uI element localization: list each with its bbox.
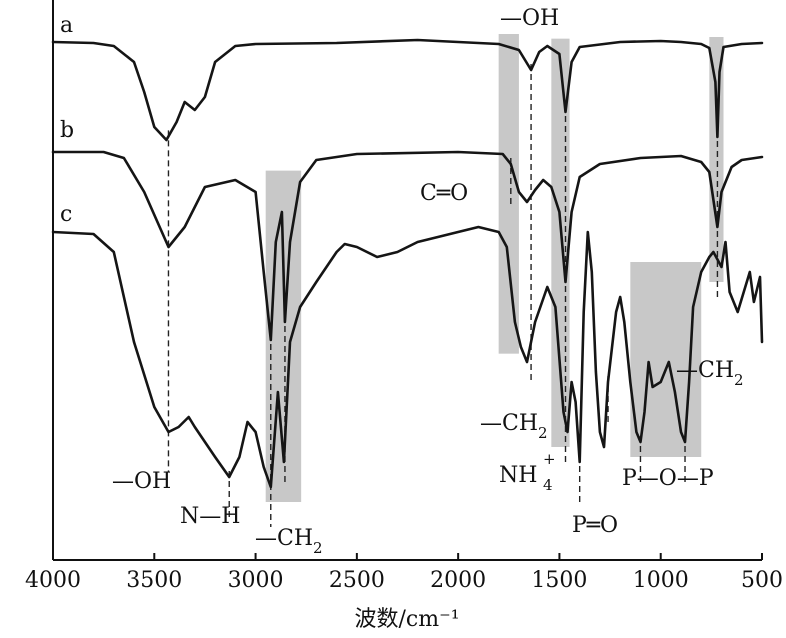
annotation-pop: P—O—P [622,466,714,491]
annotation-ch2-mid-main: —CH [480,411,538,436]
annotation-oh-left: —OH [112,469,171,494]
series-label-b: b [60,118,74,143]
x-axis-ticks: 4000 3500 3000 2500 2000 1500 1000 500 [25,553,783,593]
annotation-po: P═O [572,513,618,538]
annotation-nh: N—H [180,504,240,529]
annotation-nh4-sup: + [543,450,556,468]
spectrum-curve-a [51,38,764,142]
annotation-ch2-bottom-main: —CH [255,526,313,551]
annotation-nh4-sub: 4 [543,476,553,494]
spectrum-curve-c [51,225,764,489]
x-tick-label-3000: 3000 [228,568,284,593]
highlight-band-5 [709,37,724,282]
annotation-nh4: NH [499,463,537,488]
x-tick-label-3500: 3500 [126,568,182,593]
spectrum-curve-b [51,150,764,342]
x-tick-label-500: 500 [741,568,783,593]
annotation-ch2-bottom-sub: 2 [313,539,323,557]
x-tick-label-2000: 2000 [430,568,486,593]
series-label-c: c [60,202,72,227]
reference-lines [167,64,719,527]
annotation-ch2-mid-sub: 2 [538,424,548,442]
x-tick-label-2500: 2500 [329,568,385,593]
annotation-co: C═O [420,181,468,206]
annotation-nh4-main: NH [499,463,537,488]
x-tick-label-4000: 4000 [25,568,81,593]
highlight-band-2 [498,34,519,354]
annotation-ch2-right: —CH2 [676,358,744,389]
spectra-curves [51,38,764,489]
annotation-oh-top: —OH [500,6,559,31]
annotation-ch2-mid: —CH2 [480,411,548,442]
annotation-ch2-bottom: —CH2 [255,526,323,557]
series-label-a: a [60,13,73,38]
annotation-ch2-right-sub: 2 [734,371,744,389]
x-tick-label-1000: 1000 [633,568,689,593]
x-axis-title: 波数/cm⁻¹ [354,607,459,632]
x-tick-label-1500: 1500 [531,568,587,593]
annotation-ch2-right-main: —CH [676,358,734,383]
